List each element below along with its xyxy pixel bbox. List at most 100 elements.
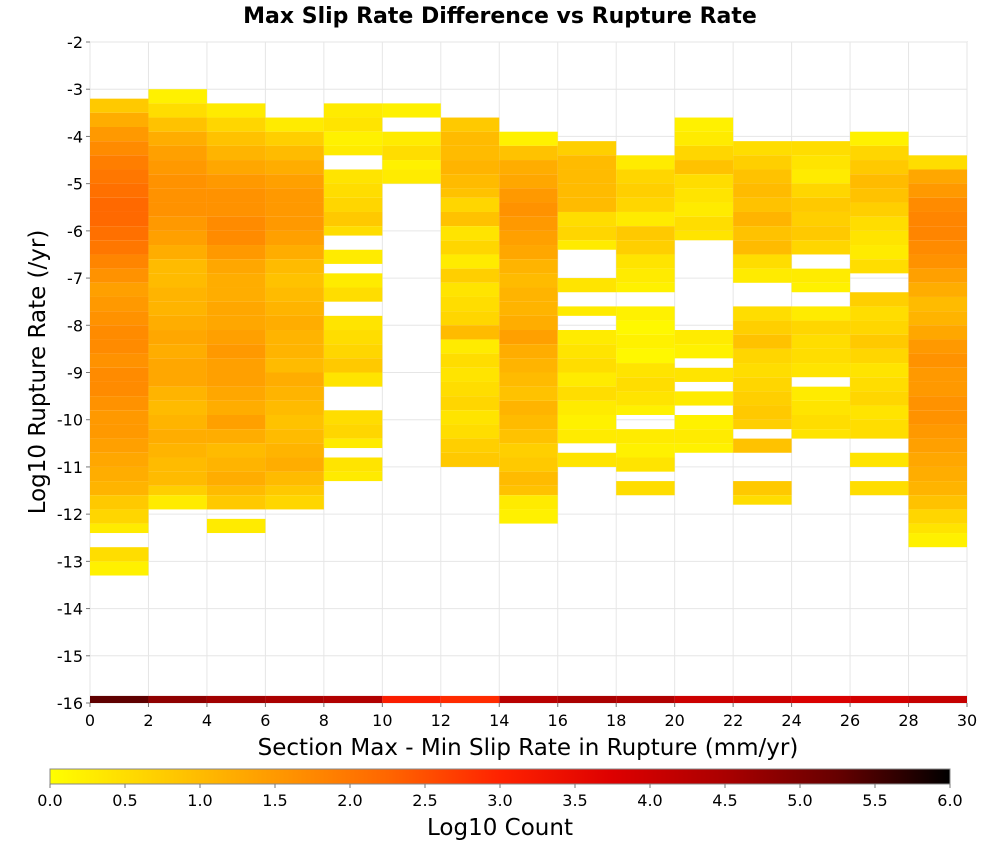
heatmap-cell <box>733 391 792 406</box>
heatmap-cell <box>206 443 266 458</box>
heatmap-cell <box>557 141 617 156</box>
heatmap-cell <box>616 457 675 472</box>
x-tick-label: 8 <box>319 711 329 730</box>
heatmap-cell <box>323 287 383 302</box>
heatmap-cell <box>323 211 383 227</box>
colorbar-label: Log10 Count <box>427 815 573 841</box>
heatmap-cell <box>440 410 500 425</box>
heatmap-cell <box>90 396 149 411</box>
heatmap-cell <box>908 339 967 354</box>
heatmap-cell <box>90 226 149 241</box>
heatmap-cell <box>90 547 149 562</box>
heatmap-cell <box>791 141 851 156</box>
y-tick-label: -14 <box>57 600 83 619</box>
heatmap-cell <box>557 169 617 184</box>
heatmap-cell <box>382 131 441 146</box>
heatmap-cell <box>148 117 207 132</box>
heatmap-cell <box>323 438 383 449</box>
heatmap-cell <box>791 197 851 212</box>
heatmap-cell <box>440 117 500 132</box>
heatmap-cell <box>674 429 734 444</box>
heatmap-cell <box>674 391 734 406</box>
chart-title: Max Slip Rate Difference vs Rupture Rate <box>243 4 757 29</box>
x-tick-label: 12 <box>431 711 451 730</box>
heatmap-cell <box>557 452 617 467</box>
y-tick-label: -9 <box>67 364 83 383</box>
heatmap-cell <box>908 452 967 467</box>
heatmap-cell <box>265 344 324 359</box>
y-tick-label: -8 <box>67 316 83 335</box>
heatmap-cell <box>440 367 500 382</box>
y-tick-label: -6 <box>67 222 83 241</box>
heatmap-cell <box>499 174 558 189</box>
heatmap-cell <box>206 315 266 331</box>
heatmap-cell <box>557 155 617 170</box>
heatmap-cell <box>265 216 324 231</box>
heatmap-cell <box>148 315 207 331</box>
heatmap-cell <box>791 211 851 227</box>
colorbar-tick-label: 6.0 <box>937 791 962 810</box>
heatmap-cell <box>265 202 324 217</box>
heatmap-cell <box>850 245 909 260</box>
heatmap-cell <box>148 160 207 175</box>
heatmap-cell <box>206 188 266 203</box>
heatmap-cell <box>440 226 500 241</box>
heatmap-cell <box>850 202 909 217</box>
heatmap-cell <box>90 296 149 312</box>
x-axis-label: Section Max - Min Slip Rate in Rupture (… <box>258 735 799 761</box>
heatmap-cell <box>499 495 558 510</box>
heatmap-cell <box>674 443 734 453</box>
heatmap-cell <box>206 145 266 161</box>
colorbar-tick-label: 4.0 <box>637 791 662 810</box>
heatmap-cell <box>90 438 149 453</box>
heatmap-cell <box>382 160 441 170</box>
heatmap-cell <box>499 344 558 359</box>
heatmap-cell <box>557 197 617 212</box>
heatmap-cell <box>791 226 851 241</box>
heatmap-cell <box>90 282 149 297</box>
heatmap-cell <box>908 311 967 326</box>
heatmap-cell <box>440 268 500 283</box>
heatmap-cell <box>616 183 675 198</box>
heatmap-cell <box>674 117 734 132</box>
heatmap-cell <box>265 414 324 430</box>
heatmap-cell <box>499 259 558 274</box>
heatmap-cell <box>908 509 967 524</box>
bottom-row-cell <box>791 695 851 703</box>
heatmap-cell <box>206 414 266 430</box>
heatmap-cell <box>733 155 792 170</box>
colorbar-tick-label: 2.0 <box>337 791 362 810</box>
heatmap-cell <box>616 254 675 269</box>
heatmap-cell <box>440 188 500 198</box>
colorbar-tick-label: 1.5 <box>262 791 287 810</box>
heatmap-cell <box>323 410 383 425</box>
heatmap-cell <box>499 358 558 373</box>
heatmap-cell <box>499 131 558 146</box>
heatmap-cell <box>265 429 324 444</box>
heatmap-cell <box>440 452 500 467</box>
heatmap-cell <box>90 381 149 397</box>
x-tick-label: 24 <box>781 711 801 730</box>
heatmap-cell <box>850 174 909 189</box>
heatmap-cell <box>674 344 734 359</box>
heatmap-cell <box>148 103 207 118</box>
heatmap-cell <box>90 268 149 283</box>
y-tick-label: -5 <box>67 175 83 194</box>
heatmap-cell <box>206 245 266 260</box>
heatmap-cell <box>440 240 500 255</box>
heatmap-cell <box>908 226 967 241</box>
heatmap-cell <box>674 367 734 382</box>
heatmap-cell <box>674 330 734 345</box>
heatmap-cell <box>148 471 207 486</box>
heatmap-cell <box>908 424 967 439</box>
heatmap-cell <box>148 400 207 415</box>
heatmap-cell <box>265 358 324 373</box>
heatmap-cell <box>90 424 149 439</box>
heatmap-cell <box>791 320 851 335</box>
x-axis-ticks: 0 2 4 6 8 10 12 14 16 18 20 22 24 26 28 30 <box>85 703 977 730</box>
heatmap-cell <box>850 230 909 246</box>
heatmap-cell <box>850 160 909 175</box>
heatmap-cell <box>791 183 851 198</box>
heatmap-cell <box>323 249 383 264</box>
heatmap-cell <box>616 320 675 335</box>
